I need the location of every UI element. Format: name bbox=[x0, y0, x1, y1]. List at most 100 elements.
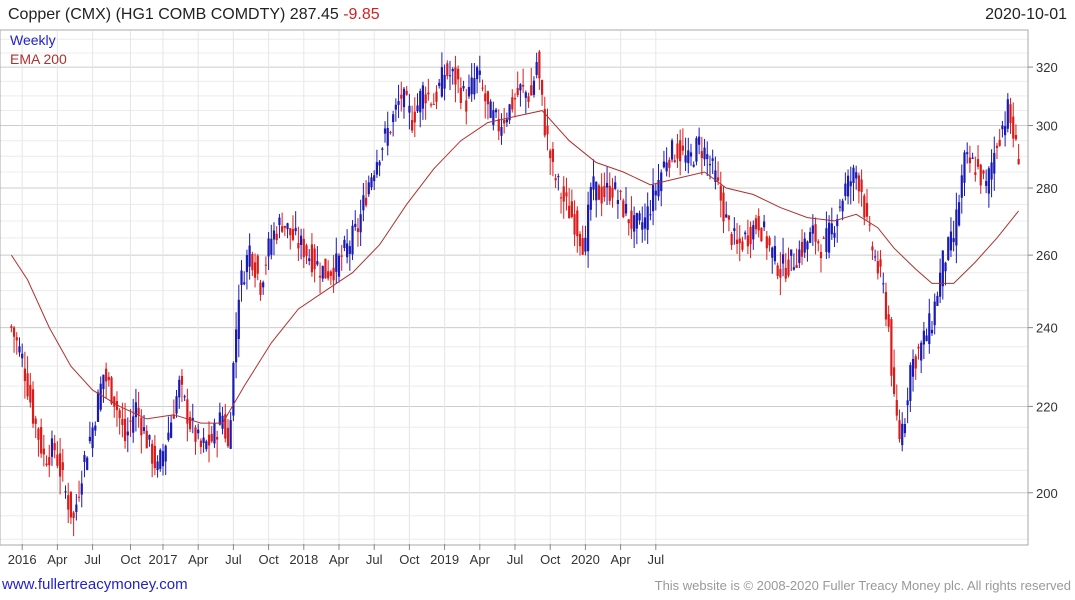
candle-body bbox=[952, 238, 955, 243]
candle-body bbox=[730, 234, 733, 245]
candle-body bbox=[587, 204, 590, 252]
candle-body bbox=[941, 250, 944, 287]
candle-body bbox=[614, 182, 617, 189]
candle-body bbox=[29, 384, 32, 403]
candle-body bbox=[722, 192, 725, 222]
candle-body bbox=[763, 221, 766, 228]
candle-body bbox=[898, 420, 901, 440]
candle-body bbox=[508, 104, 511, 121]
candle-body bbox=[727, 215, 731, 220]
candle-body bbox=[48, 457, 51, 466]
candle-body bbox=[183, 396, 186, 398]
candle-body bbox=[175, 396, 178, 414]
candle-body bbox=[884, 292, 888, 320]
candle-body bbox=[513, 98, 517, 100]
candle-body bbox=[995, 145, 999, 149]
candle-body bbox=[936, 295, 939, 306]
candle-body bbox=[15, 337, 18, 341]
candle-body bbox=[243, 282, 246, 285]
candle-body bbox=[115, 401, 119, 411]
candle-body bbox=[578, 234, 582, 247]
candle-body bbox=[446, 63, 449, 77]
candle-body bbox=[733, 228, 736, 232]
candle-body bbox=[809, 232, 812, 243]
candle-body bbox=[486, 91, 490, 105]
candle-body bbox=[741, 241, 744, 250]
candle-body bbox=[987, 168, 990, 194]
candle-body bbox=[903, 424, 907, 434]
candle-body bbox=[386, 127, 389, 146]
candle-body bbox=[792, 267, 796, 270]
candle-body bbox=[213, 423, 216, 444]
candle-body bbox=[887, 314, 890, 327]
candle-body bbox=[50, 438, 54, 457]
candle-body bbox=[26, 373, 29, 397]
candle-body bbox=[500, 127, 503, 136]
candle-body bbox=[976, 159, 980, 167]
x-tick-label: Oct bbox=[399, 552, 420, 567]
candle-body bbox=[180, 375, 184, 385]
candle-body bbox=[1001, 125, 1004, 130]
candle-body bbox=[630, 210, 633, 229]
candle-body bbox=[194, 427, 197, 442]
x-axis: 2016 Apr Jul Oct 2017 Apr Jul Oct 2018 Apr Jul Oct 2… bbox=[8, 544, 664, 567]
candle-body bbox=[754, 218, 758, 230]
candle-body bbox=[335, 253, 338, 272]
candle-body bbox=[662, 161, 666, 168]
candle-body bbox=[80, 483, 83, 495]
candle-body bbox=[657, 179, 660, 197]
candle-body bbox=[424, 94, 427, 104]
candle-body bbox=[573, 214, 576, 235]
x-tick-label: Jul bbox=[366, 552, 383, 567]
candle-body bbox=[492, 110, 495, 126]
candle-body bbox=[34, 418, 37, 424]
candle-body bbox=[719, 185, 722, 201]
candle-body bbox=[170, 422, 173, 438]
candle-body bbox=[337, 255, 341, 277]
candle-body bbox=[1006, 99, 1009, 129]
candle-body bbox=[256, 255, 259, 274]
candle-body bbox=[156, 461, 159, 471]
candle-body bbox=[343, 239, 346, 249]
candle-body bbox=[419, 90, 422, 113]
candle-body bbox=[113, 396, 116, 407]
candle-body bbox=[949, 231, 953, 251]
candle-body bbox=[316, 261, 319, 265]
site-link[interactable]: www.fullertreacymoney.com bbox=[2, 576, 188, 593]
candle-body bbox=[308, 258, 311, 261]
candle-body bbox=[819, 252, 823, 259]
candle-body bbox=[649, 214, 652, 216]
candle-body bbox=[546, 125, 549, 135]
candle-body bbox=[830, 223, 833, 235]
candle-body bbox=[771, 247, 774, 258]
candle-body bbox=[557, 176, 560, 178]
candle-body bbox=[381, 148, 384, 150]
candle-body bbox=[695, 138, 698, 162]
candle-body bbox=[340, 255, 343, 257]
candle-body bbox=[134, 402, 138, 418]
candle-body bbox=[624, 203, 628, 214]
candle-body bbox=[432, 103, 435, 105]
candle-body bbox=[651, 185, 655, 212]
candle-body bbox=[465, 100, 468, 112]
candle-body bbox=[622, 200, 625, 218]
candle-body bbox=[454, 67, 457, 85]
candle-body bbox=[275, 233, 278, 241]
candle-body bbox=[297, 243, 300, 249]
candle-body bbox=[963, 152, 966, 183]
candle-body bbox=[589, 187, 592, 210]
candle-body bbox=[825, 228, 828, 252]
candle-body bbox=[800, 241, 804, 257]
candle-body bbox=[519, 84, 522, 91]
candle-body bbox=[264, 264, 267, 266]
candle-body bbox=[140, 417, 143, 436]
candle-body bbox=[172, 414, 175, 419]
candle-body bbox=[906, 400, 909, 406]
candle-body bbox=[844, 183, 847, 197]
candle-body bbox=[91, 427, 94, 449]
candle-body bbox=[914, 356, 917, 369]
candle-body bbox=[540, 80, 544, 95]
candle-body bbox=[611, 187, 614, 198]
candle-body bbox=[595, 181, 598, 201]
